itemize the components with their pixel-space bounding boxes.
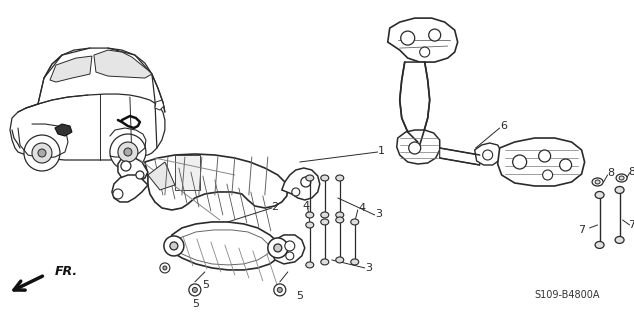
Text: 3: 3 (375, 209, 382, 219)
Text: FR.: FR. (55, 265, 78, 278)
Circle shape (274, 244, 281, 252)
Ellipse shape (336, 175, 344, 181)
Polygon shape (145, 154, 288, 210)
Circle shape (163, 266, 167, 270)
Circle shape (292, 188, 300, 196)
Ellipse shape (321, 175, 329, 181)
Text: 8: 8 (628, 167, 634, 177)
Text: 8: 8 (607, 168, 614, 178)
Circle shape (192, 287, 197, 292)
Text: 7: 7 (578, 225, 586, 235)
Circle shape (420, 47, 430, 57)
Circle shape (38, 149, 46, 157)
Ellipse shape (595, 242, 604, 248)
Circle shape (543, 170, 553, 180)
Circle shape (286, 252, 294, 260)
Polygon shape (55, 124, 72, 136)
Text: 3: 3 (365, 263, 372, 273)
Ellipse shape (306, 212, 314, 218)
Ellipse shape (595, 180, 600, 184)
Text: 4: 4 (302, 201, 309, 211)
Circle shape (110, 134, 146, 170)
Circle shape (113, 189, 123, 199)
Polygon shape (498, 138, 585, 186)
Circle shape (429, 29, 441, 41)
Ellipse shape (616, 174, 627, 182)
Ellipse shape (321, 212, 329, 218)
Circle shape (513, 155, 527, 169)
Text: 5: 5 (296, 291, 303, 301)
Circle shape (560, 159, 572, 171)
Circle shape (274, 284, 286, 296)
Circle shape (409, 142, 421, 154)
Ellipse shape (592, 178, 603, 186)
Circle shape (401, 31, 415, 45)
Polygon shape (440, 148, 480, 165)
Text: 7: 7 (628, 220, 634, 230)
Polygon shape (118, 156, 148, 182)
Ellipse shape (351, 219, 359, 225)
Circle shape (32, 143, 52, 163)
Ellipse shape (306, 175, 314, 181)
Circle shape (268, 238, 288, 258)
Circle shape (301, 177, 311, 187)
Polygon shape (155, 100, 164, 110)
Circle shape (118, 142, 138, 162)
Circle shape (482, 150, 493, 160)
Circle shape (285, 241, 295, 251)
Polygon shape (148, 162, 175, 190)
Ellipse shape (615, 236, 624, 244)
Circle shape (124, 148, 132, 156)
Polygon shape (10, 94, 165, 160)
Circle shape (277, 287, 282, 292)
Polygon shape (399, 62, 430, 145)
Text: 1: 1 (378, 146, 385, 156)
Ellipse shape (321, 219, 329, 225)
Polygon shape (50, 56, 92, 82)
Text: 2: 2 (271, 202, 278, 212)
Circle shape (164, 236, 184, 256)
Polygon shape (175, 155, 200, 190)
Text: 4: 4 (358, 203, 365, 213)
Circle shape (539, 150, 550, 162)
Ellipse shape (619, 176, 624, 180)
Polygon shape (112, 175, 148, 202)
Polygon shape (281, 168, 320, 200)
Ellipse shape (615, 187, 624, 194)
Polygon shape (397, 130, 440, 164)
Circle shape (121, 161, 131, 171)
Text: S109-B4800A: S109-B4800A (535, 290, 600, 300)
Text: 5: 5 (192, 299, 199, 309)
Text: 6: 6 (500, 121, 507, 131)
Circle shape (189, 284, 201, 296)
Circle shape (136, 171, 144, 179)
Polygon shape (272, 235, 305, 264)
Text: 5: 5 (202, 280, 209, 290)
Ellipse shape (336, 217, 344, 223)
Circle shape (24, 135, 60, 171)
Circle shape (170, 242, 178, 250)
Polygon shape (94, 50, 152, 78)
Polygon shape (388, 18, 458, 62)
Ellipse shape (336, 212, 344, 218)
Ellipse shape (321, 259, 329, 265)
Ellipse shape (351, 259, 359, 265)
Ellipse shape (306, 262, 314, 268)
Ellipse shape (306, 222, 314, 228)
Polygon shape (475, 143, 501, 165)
Circle shape (160, 263, 170, 273)
Polygon shape (170, 222, 280, 270)
Ellipse shape (336, 257, 344, 263)
Ellipse shape (595, 191, 604, 198)
